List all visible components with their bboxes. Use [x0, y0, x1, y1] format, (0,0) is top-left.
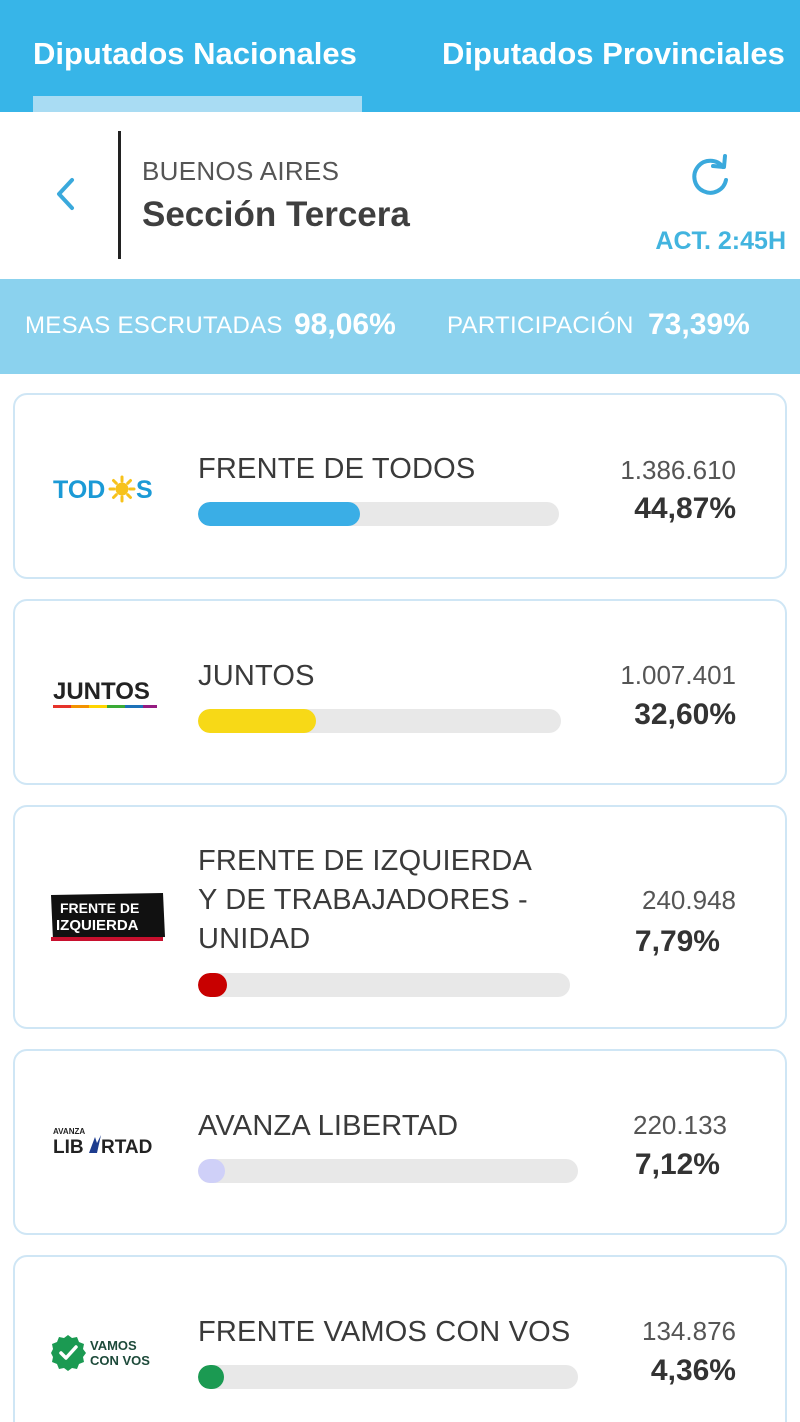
avanza-libertad-logo: AVANZA LIB RTAD — [53, 1127, 152, 1158]
party-name-line-2: Y DE TRABAJADORES - — [198, 884, 528, 916]
refresh-button[interactable] — [686, 152, 734, 200]
participacion-value: 73,39% — [648, 308, 750, 341]
party-card-frente-de-izquierda[interactable]: FRENTE DE IZQUIERDA FRENTE DE IZQUIERDA … — [13, 805, 787, 1029]
party-card-avanza-libertad[interactable]: AVANZA LIB RTAD AVANZA LIBERTAD 220.133 … — [13, 1049, 787, 1235]
party-name-line-1: FRENTE DE IZQUIERDA — [198, 845, 533, 877]
last-update-label: ACT. 2:45H — [655, 227, 786, 255]
juntos-logo-text: JUNTOS — [53, 678, 150, 705]
vote-bar-track — [198, 973, 570, 997]
party-name: FRENTE DE IZQUIERDA Y DE TRABAJADORES - … — [198, 842, 532, 959]
party-name: FRENTE VAMOS CON VOS — [198, 1316, 571, 1348]
party-name: AVANZA LIBERTAD — [198, 1110, 459, 1142]
todos-logo-text-1: TOD — [53, 476, 105, 504]
juntos-logo: JUNTOS — [53, 678, 157, 708]
svg-text:CON VOS: CON VOS — [90, 1353, 150, 1368]
party-card-frente-de-todos[interactable]: TOD S FRENTE DE TODOS 1.386.610 44,87% — [13, 393, 787, 579]
active-tab-indicator — [33, 96, 362, 112]
vote-bar-fill — [198, 1365, 224, 1389]
svg-text:FRENTE DE: FRENTE DE — [60, 900, 139, 916]
vote-bar-fill — [198, 973, 227, 997]
tab-diputados-nacionales[interactable]: Diputados Nacionales — [33, 36, 357, 71]
vote-bar-track — [198, 1365, 578, 1389]
participacion-label: PARTICIPACIÓN — [447, 312, 634, 339]
party-name: FRENTE DE TODOS — [198, 453, 476, 485]
vote-count: 220.133 — [633, 1110, 727, 1140]
todos-logo: TOD S — [53, 475, 153, 504]
party-card-frente-vamos-con-vos[interactable]: VAMOS CON VOS FRENTE VAMOS CON VOS 134.8… — [13, 1255, 787, 1422]
sun-icon — [108, 475, 136, 503]
vote-bar-track — [198, 1159, 578, 1183]
svg-text:S: S — [136, 476, 153, 504]
svg-text:AVANZA: AVANZA — [53, 1127, 85, 1136]
mesas-escrutadas-value: 98,06% — [294, 308, 396, 341]
vote-bar-fill — [198, 502, 360, 526]
tab-bar: Diputados Nacionales Diputados Provincia… — [0, 0, 800, 112]
svg-text:IZQUIERDA: IZQUIERDA — [56, 917, 139, 934]
party-name-line-3: UNIDAD — [198, 923, 311, 955]
vote-percent: 7,12% — [634, 1148, 720, 1181]
refresh-icon — [692, 154, 728, 195]
vote-bar-track — [198, 709, 561, 733]
back-button[interactable] — [48, 172, 82, 216]
region-label: BUENOS AIRES — [142, 156, 340, 186]
svg-text:LIB: LIB — [53, 1137, 84, 1158]
flame-icon — [89, 1135, 101, 1153]
section-title: Sección Tercera — [142, 195, 410, 234]
vote-bar-fill — [198, 1159, 226, 1183]
vote-percent: 4,36% — [650, 1354, 736, 1387]
vote-count: 1.007.401 — [620, 660, 736, 690]
vote-count: 134.876 — [642, 1316, 736, 1346]
vote-percent: 7,79% — [634, 925, 720, 958]
vote-count: 240.948 — [642, 885, 736, 915]
header-divider — [118, 131, 121, 259]
tab-diputados-provinciales[interactable]: Diputados Provinciales — [442, 36, 785, 71]
vote-bar-fill — [198, 709, 317, 733]
vote-count: 1.386.610 — [620, 455, 736, 485]
mesas-escrutadas-label: MESAS ESCRUTADAS — [25, 312, 283, 339]
vote-percent: 44,87% — [634, 492, 736, 525]
party-name: JUNTOS — [198, 660, 315, 692]
fit-logo: FRENTE DE IZQUIERDA — [51, 893, 165, 941]
vote-bar-track — [198, 502, 559, 526]
vamos-con-vos-logo: VAMOS CON VOS — [51, 1335, 150, 1371]
check-icon — [59, 1345, 78, 1360]
chevron-left-icon — [57, 178, 74, 210]
svg-text:RTAD: RTAD — [101, 1137, 152, 1158]
party-card-juntos[interactable]: JUNTOS JUNTOS 1.007.401 32,60% — [13, 599, 787, 785]
svg-text:VAMOS: VAMOS — [90, 1338, 137, 1353]
vote-percent: 32,60% — [634, 698, 736, 731]
stats-bar: MESAS ESCRUTADAS 98,06% PARTICIPACIÓN 73… — [0, 279, 800, 374]
